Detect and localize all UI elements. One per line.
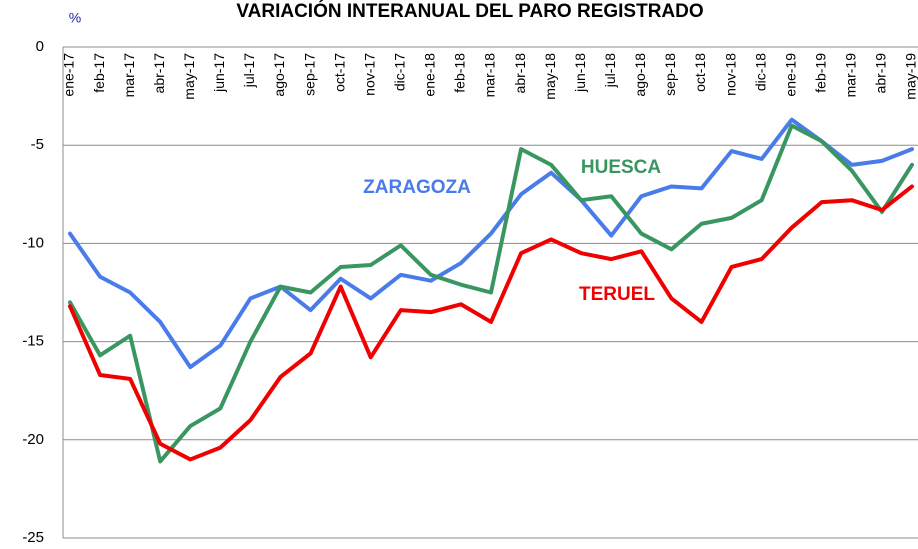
series-label: ZARAGOZA (363, 177, 471, 198)
x-tick-label: feb-18 (452, 53, 468, 93)
x-tick-label: ene-18 (422, 53, 438, 97)
x-tick-label: oct-17 (331, 53, 347, 92)
y-axis-label: % (69, 10, 81, 26)
series-line (68, 117, 914, 370)
x-tick-label: abr-18 (512, 53, 528, 94)
series-label: TERUEL (579, 284, 655, 305)
y-tick-label: 0 (36, 38, 44, 55)
x-tick-label: feb-19 (812, 53, 828, 93)
x-tick-label: ene-17 (61, 53, 77, 97)
x-tick-label: sep-18 (662, 53, 678, 96)
y-tick-label: -20 (22, 431, 44, 448)
x-tick-label: may-17 (181, 53, 197, 100)
x-tick-label: abr-17 (151, 53, 167, 94)
x-tick-label: dic-18 (752, 53, 768, 91)
x-tick-label: mar-18 (482, 53, 498, 98)
x-tick-label: dic-17 (391, 53, 407, 91)
x-tick-label: ago-18 (632, 53, 648, 97)
x-tick-label: ago-17 (271, 53, 287, 97)
y-tick-label: -10 (22, 234, 44, 251)
x-tick-label: feb-17 (91, 53, 107, 93)
x-tick-label: nov-18 (722, 53, 738, 96)
x-tick-label: nov-17 (361, 53, 377, 96)
chart-title: VARIACIÓN INTERANUAL DEL PARO REGISTRADO (236, 0, 703, 22)
series-label: HUESCA (581, 157, 662, 178)
x-tick-label: sep-17 (301, 53, 317, 96)
x-tick-label: jun-17 (211, 53, 227, 93)
x-tick-label: may-19 (903, 53, 918, 100)
series-line (68, 123, 914, 464)
x-tick-label: abr-19 (873, 53, 889, 94)
y-tick-label: -5 (31, 136, 44, 153)
y-tick-label: -15 (22, 333, 44, 350)
x-tick-label: jul-17 (241, 53, 257, 88)
x-tick-label: jun-18 (572, 53, 588, 93)
x-tick-label: ene-19 (782, 53, 798, 97)
x-tick-label: mar-17 (121, 53, 137, 98)
series-line (68, 184, 914, 462)
x-tick-label: may-18 (542, 53, 558, 100)
y-tick-label: -25 (22, 529, 44, 546)
x-tick-label: jul-18 (602, 53, 618, 88)
x-tick-label: oct-18 (692, 53, 708, 92)
x-tick-label: mar-19 (843, 53, 859, 98)
